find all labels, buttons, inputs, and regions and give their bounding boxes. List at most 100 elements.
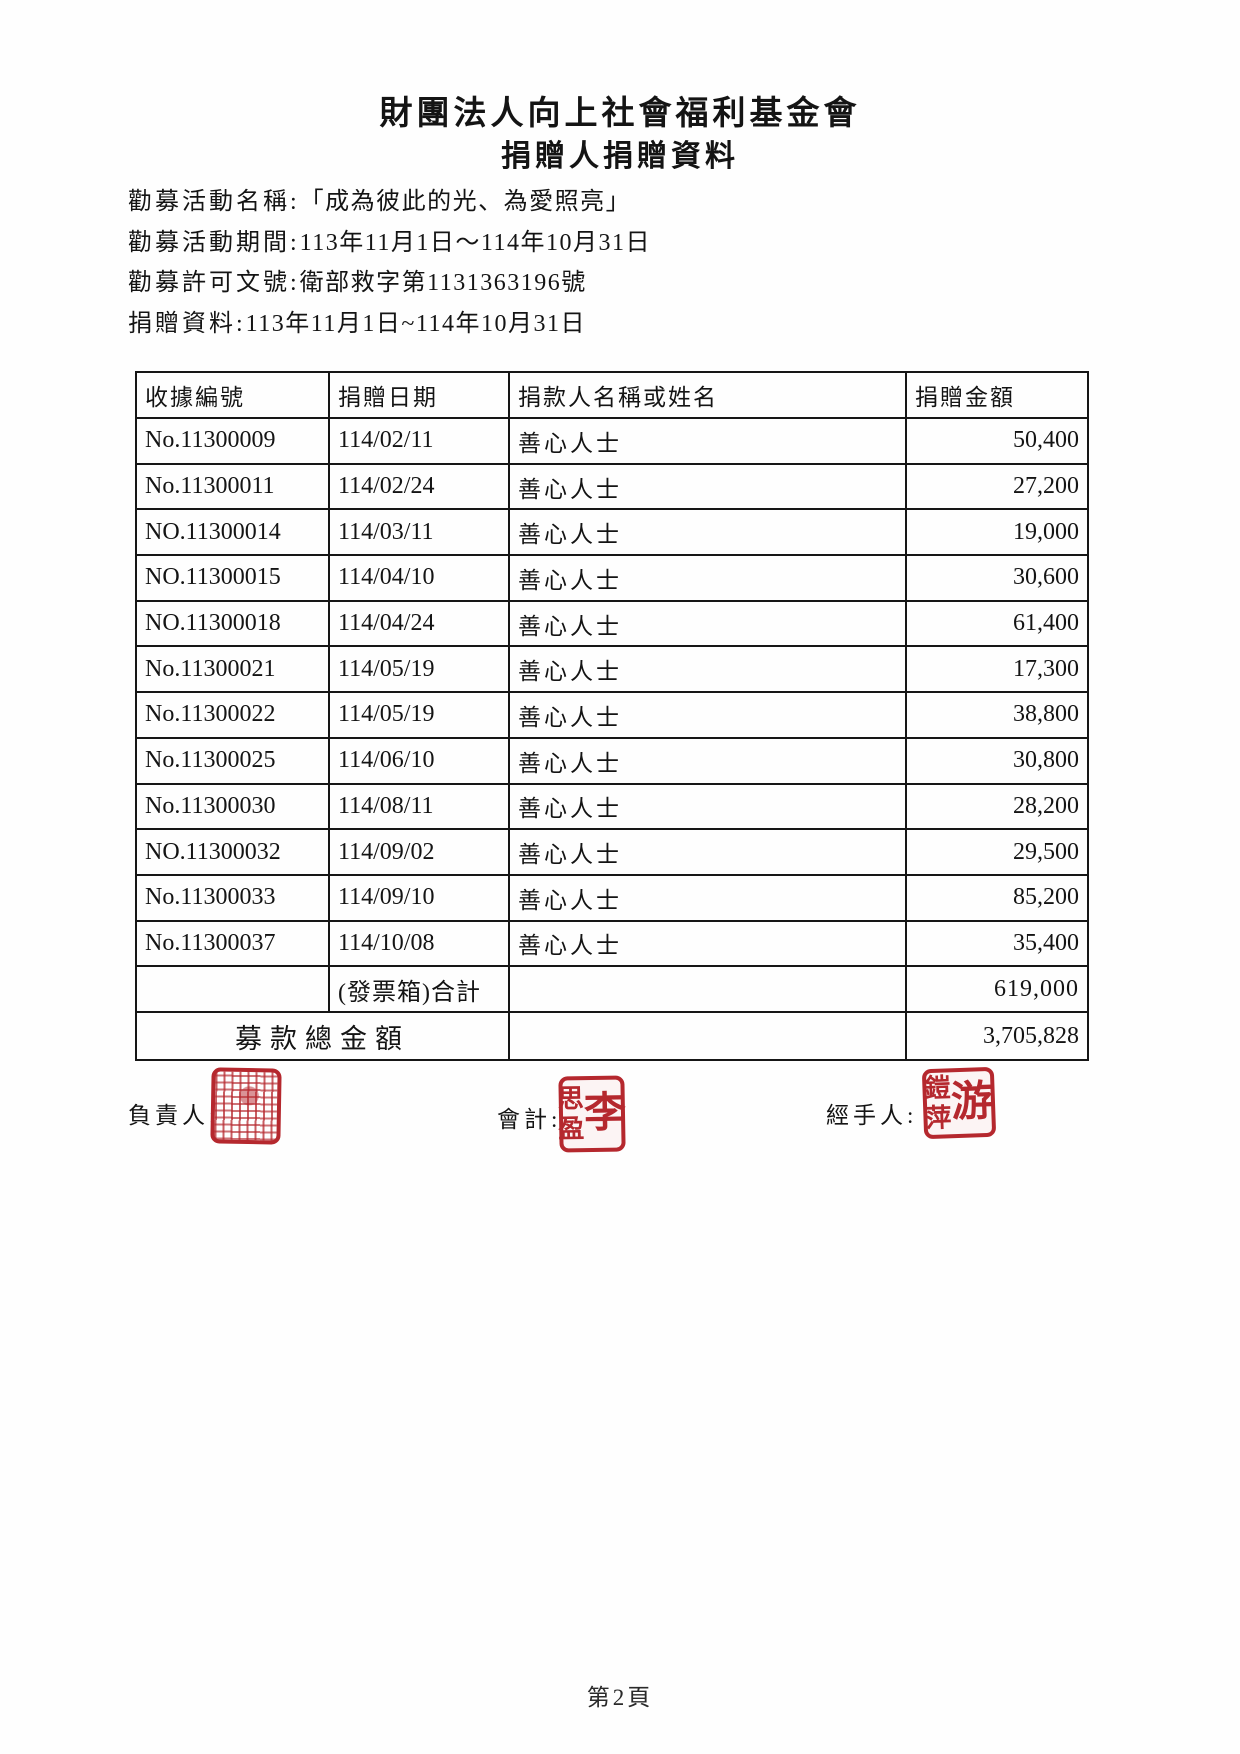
table-row: No.11300033 114/09/10 善心人士 85,200 <box>135 873 1089 922</box>
receipt-cell: NO.11300018 <box>135 599 330 648</box>
table-row: No.11300025 114/06/10 善心人士 30,800 <box>135 736 1089 785</box>
subtotal-amount: 619,000 <box>905 965 1089 1014</box>
date-cell: 114/04/24 <box>328 599 510 648</box>
total-label: 募款總金額 <box>135 1011 510 1062</box>
amount-cell: 61,400 <box>905 599 1089 648</box>
subtotal-row: (發票箱)合計 619,000 <box>135 965 1089 1014</box>
col-header-donor-name: 捐款人名稱或姓名 <box>508 371 907 419</box>
receipt-cell: No.11300022 <box>135 691 330 739</box>
donation-table: 收據編號 捐贈日期 捐款人名稱或姓名 捐贈金額 No.11300009 114/0… <box>135 371 1089 1062</box>
donor-cell: 善心人士 <box>508 873 907 922</box>
col-header-donation-date: 捐贈日期 <box>328 371 510 419</box>
handler-seal-left-top-char: 鎧 <box>923 1073 951 1104</box>
date-cell: 114/08/11 <box>328 782 510 831</box>
donation-data-range-line: 捐贈資料:113年11月1日~114年10月31日 <box>128 304 651 345</box>
table-row: NO.11300018 114/04/24 善心人士 61,400 <box>135 599 1089 648</box>
accountant-label: 會計: <box>497 1107 562 1132</box>
amount-cell: 17,300 <box>905 645 1089 694</box>
responsible-person-seal-stamp <box>210 1067 282 1145</box>
date-cell: 114/02/11 <box>328 417 510 465</box>
receipt-cell: No.11300011 <box>135 462 330 511</box>
date-cell: 114/09/10 <box>328 873 510 922</box>
table-row: NO.11300014 114/03/11 善心人士 19,000 <box>135 508 1089 557</box>
donor-cell: 善心人士 <box>508 599 907 648</box>
table-row: No.11300011 114/02/24 善心人士 27,200 <box>135 462 1089 511</box>
receipt-cell: No.11300021 <box>135 645 330 694</box>
amount-cell: 30,600 <box>905 554 1089 602</box>
col-header-donation-amount: 捐贈金額 <box>905 371 1089 419</box>
page-number: 第2頁 <box>586 1685 654 1710</box>
permit-number-line: 勸募許可文號:衛部救字第1131363196號 <box>128 263 651 304</box>
campaign-period-label: 勸募活動期間: <box>128 229 300 256</box>
accountant-seal-right-char: 李 <box>583 1090 627 1138</box>
receipt-cell: NO.11300014 <box>135 508 330 557</box>
donation-table-body: No.11300009 114/02/11 善心人士 50,400 No.1130001… <box>135 417 1089 968</box>
table-header-row: 收據編號 捐贈日期 捐款人名稱或姓名 捐贈金額 <box>135 371 1089 419</box>
date-cell: 114/06/10 <box>328 736 510 785</box>
amount-cell: 28,200 <box>905 782 1089 831</box>
receipt-cell: No.11300033 <box>135 873 330 922</box>
handler-label: 經手人: <box>826 1103 918 1128</box>
date-cell: 114/04/10 <box>328 554 510 602</box>
handler-seal-stamp: 游 鎧 萍 <box>921 1066 997 1140</box>
table-row: No.11300009 114/02/11 善心人士 50,400 <box>135 417 1089 465</box>
donor-cell: 善心人士 <box>508 462 907 511</box>
donor-cell: 善心人士 <box>508 736 907 785</box>
campaign-name-line: 勸募活動名稱:「成為彼此的光、為愛照亮」 <box>128 182 651 223</box>
accountant-seal-stamp: 李 思 盈 <box>557 1075 627 1153</box>
col-header-receipt-number: 收據編號 <box>135 371 330 419</box>
donor-cell: 善心人士 <box>508 691 907 739</box>
date-cell: 114/05/19 <box>328 691 510 739</box>
permit-number-label: 勸募許可文號: <box>128 270 300 296</box>
amount-cell: 19,000 <box>905 508 1089 557</box>
date-cell: 114/02/24 <box>328 462 510 511</box>
page-subtitle: 捐贈人捐贈資料 <box>501 140 739 173</box>
campaign-name-label: 勸募活動名稱: <box>128 189 300 215</box>
campaign-name-value: 「成為彼此的光、為愛照亮」 <box>299 189 632 215</box>
table-row: No.11300037 114/10/08 善心人士 35,400 <box>135 919 1089 968</box>
total-row: 募款總金額 3,705,828 <box>135 1011 1089 1062</box>
subtotal-label: (發票箱)合計 <box>328 965 510 1014</box>
receipt-cell: No.11300030 <box>135 782 330 831</box>
empty-cell <box>508 965 907 1014</box>
table-row: NO.11300032 114/09/02 善心人士 29,500 <box>135 828 1089 876</box>
amount-cell: 29,500 <box>905 828 1089 876</box>
table-row: No.11300022 114/05/19 善心人士 38,800 <box>135 691 1089 739</box>
responsible-person-label: 負責人: <box>128 1103 220 1128</box>
receipt-cell: No.11300037 <box>135 919 330 968</box>
donor-cell: 善心人士 <box>508 645 907 694</box>
campaign-meta: 勸募活動名稱:「成為彼此的光、為愛照亮」 勸募活動期間:113年11月1日～11… <box>128 182 651 344</box>
handler-seal-right-char: 游 <box>950 1078 994 1127</box>
total-amount: 3,705,828 <box>905 1011 1089 1062</box>
table-row: No.11300021 114/05/19 善心人士 17,300 <box>135 645 1089 694</box>
campaign-period-line: 勸募活動期間:113年11月1日～114年10月31日 <box>128 223 651 264</box>
donation-data-range-value: 113年11月1日~114年10月31日 <box>245 310 586 337</box>
handler-seal-left-bottom-char: 萍 <box>925 1103 953 1134</box>
summary-body: (發票箱)合計 619,000 募款總金額 3,705,828 <box>135 965 1089 1062</box>
amount-cell: 30,800 <box>905 736 1089 785</box>
amount-cell: 85,200 <box>905 873 1089 922</box>
amount-cell: 27,200 <box>905 462 1089 511</box>
amount-cell: 35,400 <box>905 919 1089 968</box>
table-row: NO.11300015 114/04/10 善心人士 30,600 <box>135 554 1089 602</box>
amount-cell: 38,800 <box>905 691 1089 739</box>
accountant-seal-left-bottom-char: 盈 <box>557 1114 585 1144</box>
table-row: No.11300030 114/08/11 善心人士 28,200 <box>135 782 1089 831</box>
empty-cell <box>135 965 330 1014</box>
receipt-cell: No.11300025 <box>135 736 330 785</box>
empty-cell <box>508 1011 907 1062</box>
date-cell: 114/09/02 <box>328 828 510 876</box>
date-cell: 114/10/08 <box>328 919 510 968</box>
campaign-period-value: 113年11月1日～114年10月31日 <box>299 229 651 256</box>
signature-section: 負責人: 會計: 李 思 盈 經手人: 游 鎧 萍 <box>0 1066 1240 1196</box>
donor-cell: 善心人士 <box>508 919 907 968</box>
date-cell: 114/05/19 <box>328 645 510 694</box>
accountant-seal-left-top-char: 思 <box>557 1084 584 1114</box>
donor-cell: 善心人士 <box>508 782 907 831</box>
donor-cell: 善心人士 <box>508 508 907 557</box>
donor-cell: 善心人士 <box>508 417 907 465</box>
donor-cell: 善心人士 <box>508 554 907 602</box>
donor-cell: 善心人士 <box>508 828 907 876</box>
amount-cell: 50,400 <box>905 417 1089 465</box>
